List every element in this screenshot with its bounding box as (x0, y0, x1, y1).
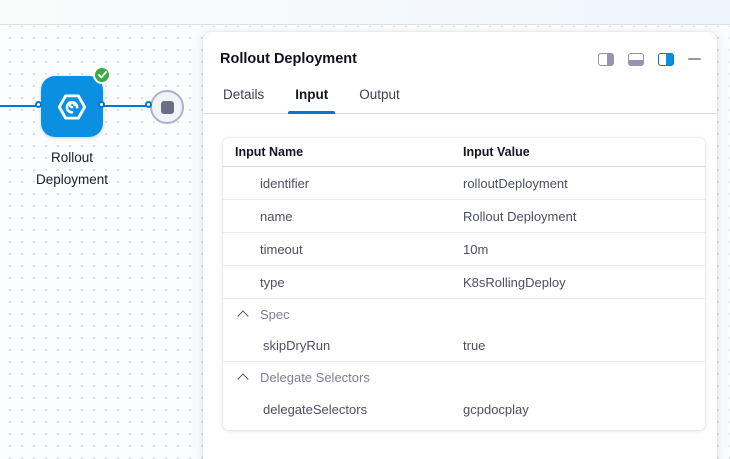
k8s-rolling-deploy-icon (57, 93, 87, 120)
table-row-type: type K8sRollingDeploy (223, 266, 705, 299)
input-name: skipDryRun (263, 337, 331, 353)
table-group-row-delegate-selectors[interactable]: Delegate Selectors (223, 362, 705, 392)
input-name: delegateSelectors (263, 402, 368, 417)
input-value: rolloutDeployment (463, 175, 568, 191)
chevron-up-icon[interactable] (237, 373, 249, 385)
table-group-row-spec[interactable]: Spec (223, 299, 705, 329)
input-name-cell: skipDryRun (223, 338, 463, 353)
panel-layout-columns-icon[interactable] (598, 52, 614, 66)
input-value: gcpdocplay (463, 402, 529, 417)
table-row-identifier: identifier rolloutDeployment (223, 167, 705, 200)
chevron-up-icon[interactable] (237, 310, 249, 322)
input-value: K8sRollingDeploy (463, 274, 566, 290)
minimize-icon[interactable] (688, 57, 701, 61)
top-toolbar (0, 0, 730, 25)
panel-layout-bottom-icon[interactable] (628, 52, 644, 66)
node-port-out[interactable] (98, 101, 105, 108)
input-name-cell: Delegate Selectors (223, 370, 463, 385)
panel-tabs: Details Input Output (203, 87, 717, 114)
stop-node[interactable] (150, 90, 184, 124)
input-name: timeout (260, 241, 303, 257)
input-table-body: identifier rolloutDeployment name Rollout D… (223, 167, 705, 427)
input-name: identifier (260, 175, 310, 191)
input-name-cell: name (223, 209, 463, 224)
input-name-cell: identifier (223, 176, 463, 191)
node-port-in[interactable] (35, 101, 42, 108)
step-details-panel: Rollout Deployment Details Input Output In… (203, 32, 717, 459)
panel-header-icons (598, 52, 701, 66)
tab-details[interactable]: Details (223, 87, 265, 102)
table-header-row: Input Name Input Value (223, 138, 705, 167)
panel-title: Rollout Deployment (220, 51, 357, 67)
connector-edge (0, 105, 40, 107)
tab-output[interactable]: Output (359, 87, 400, 102)
step-node-label: Rollout Deployment (35, 150, 109, 187)
table-row-skipdryrun: skipDryRun true (223, 329, 705, 362)
panel-header: Rollout Deployment (203, 32, 717, 67)
input-name: Delegate Selectors (260, 369, 370, 385)
table-row-name: name Rollout Deployment (223, 200, 705, 233)
input-name-cell: Spec (223, 307, 463, 322)
input-value: true (463, 337, 486, 353)
stop-icon (160, 100, 174, 114)
input-value: Rollout Deployment (463, 208, 577, 224)
connector-edge (102, 105, 150, 107)
table-row-delegateselectors: delegateSelectors gcpdocplay (223, 392, 705, 427)
panel-layout-right-icon[interactable] (658, 52, 674, 66)
input-name: Spec (260, 306, 290, 322)
success-check-icon (93, 66, 111, 84)
column-header-input-value: Input Value (463, 145, 530, 159)
input-name: name (260, 208, 293, 224)
stop-node-port-in[interactable] (145, 101, 152, 108)
step-node-rollout-deployment[interactable] (41, 76, 103, 137)
input-name-cell: timeout (223, 242, 463, 257)
inputs-table-card: Input Name Input Value identifier rollout… (223, 138, 705, 430)
input-name: type (260, 274, 285, 290)
input-value: 10m (463, 241, 489, 257)
table-row-timeout: timeout 10m (223, 233, 705, 266)
column-header-input-name: Input Name (235, 145, 304, 159)
tab-input[interactable]: Input (288, 87, 336, 114)
input-name-cell: delegateSelectors (223, 402, 463, 417)
input-name-cell: type (223, 275, 463, 290)
